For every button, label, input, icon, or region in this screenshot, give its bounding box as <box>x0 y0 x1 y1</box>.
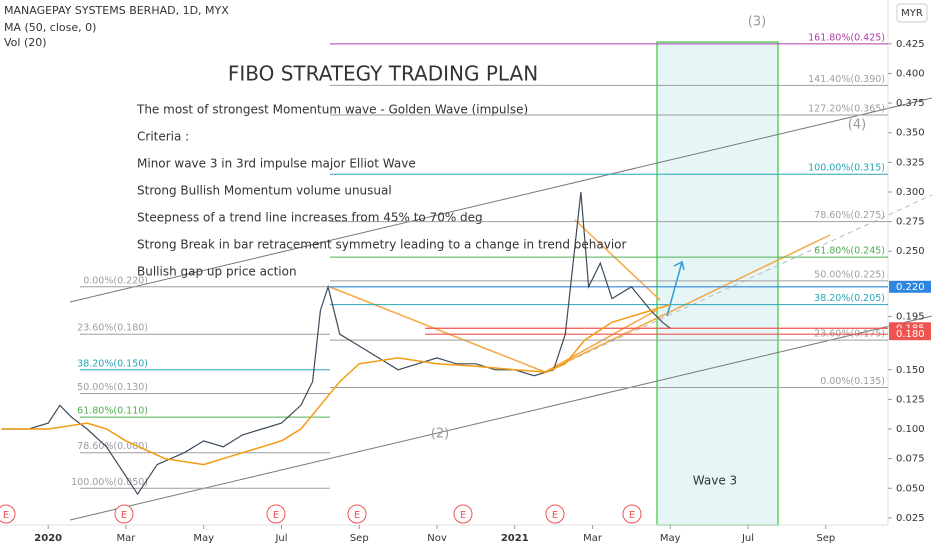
earnings-text: E <box>3 510 9 521</box>
vol-label: Vol (20) <box>4 36 47 49</box>
y-tick-label: 0.300 <box>896 187 925 198</box>
fib-label: 141.40%(0.390) <box>808 74 885 85</box>
wave-label: (4) <box>848 118 866 133</box>
y-tick-label: 0.075 <box>896 454 925 465</box>
note: Strong Bullish Momentum volume unusual <box>137 184 392 198</box>
earnings-text: E <box>354 510 360 521</box>
earnings-icon <box>114 504 134 524</box>
symbol-title: MANAGEPAY SYSTEMS BERHAD, 1D, MYX <box>4 4 229 17</box>
note: Bullish gap up price action <box>137 265 297 279</box>
earnings-icon <box>266 504 286 524</box>
arrow-head <box>673 260 685 271</box>
y-tick-label: 0.100 <box>896 424 925 435</box>
wave-label: (2) <box>431 427 449 442</box>
x-tick-label: 2021 <box>501 533 529 544</box>
note: The most of strongest Momentum wave - Go… <box>136 103 528 117</box>
fib-label: 38.20%(0.205) <box>814 293 885 304</box>
fib-label: 50.00%(0.225) <box>814 269 885 280</box>
orange-trend <box>329 286 658 373</box>
x-tick-label: May <box>660 533 681 544</box>
y-tick-label: 0.150 <box>896 365 925 376</box>
price-tag-label: 0.180 <box>896 329 925 340</box>
y-tick-label: 0.375 <box>896 98 925 109</box>
wave-label: (3) <box>748 15 766 30</box>
fib-label: 0.00%(0.220) <box>83 275 148 286</box>
fib-label: 78.60%(0.080) <box>77 441 148 452</box>
fib-label: 50.00%(0.130) <box>77 382 148 393</box>
upper-channel <box>69 97 932 303</box>
fib-label: 127.20%(0.365) <box>808 103 885 114</box>
orange-trend <box>544 234 831 373</box>
earnings-text: E <box>121 510 127 521</box>
currency-box[interactable] <box>896 3 928 23</box>
x-tick-label: Nov <box>427 533 447 544</box>
fib-label: 61.80%(0.245) <box>814 246 885 257</box>
x-tick-label: Sep <box>350 533 369 544</box>
price-tag-label: 0.220 <box>896 282 925 293</box>
y-tick-label: 0.025 <box>896 513 925 524</box>
dashed-trend <box>544 194 932 373</box>
ma-label: MA (50, close, 0) <box>4 21 96 34</box>
note: Minor wave 3 in 3rd impulse major Elliot… <box>137 157 416 171</box>
y-tick-label: 0.350 <box>896 128 925 139</box>
earnings-icon <box>0 504 16 524</box>
x-tick-label: May <box>193 533 214 544</box>
note: Criteria : <box>137 130 189 144</box>
fib-label: 23.60%(0.180) <box>77 323 148 334</box>
y-tick-label: 0.400 <box>896 68 925 79</box>
earnings-icon <box>453 504 473 524</box>
wave-zone <box>657 42 778 525</box>
x-tick-label: Mar <box>583 533 603 544</box>
y-tick-label: 0.325 <box>896 157 925 168</box>
price-line <box>1 191 671 496</box>
fib-label: 100.00%(0.315) <box>808 163 885 174</box>
notes: The most of strongest Momentum wave - Go… <box>136 103 626 279</box>
x-tick-label: 2020 <box>34 533 62 544</box>
x-tick-label: Jul <box>741 533 754 544</box>
currency[interactable]: MYR <box>901 8 923 19</box>
note: Strong Break in bar retracement symmetry… <box>137 238 626 252</box>
axes: 0.025 0.050 0.075 0.100 0.125 0.150 0.195 0.250… <box>34 39 931 544</box>
annotation-title: FIBO STRATEGY TRADING PLAN <box>228 62 538 86</box>
y-tick-label: 0.125 <box>896 394 925 405</box>
orange-trend <box>574 219 661 301</box>
fib-label: 100.00%(0.050) <box>71 477 148 488</box>
earnings-text: E <box>273 510 279 521</box>
note: Steepness of a trend line increases from… <box>137 211 483 225</box>
y-tick-label: 0.275 <box>896 217 925 228</box>
y-tick-label: 0.250 <box>896 246 925 257</box>
fib-label: 61.80%(0.110) <box>77 406 148 417</box>
x-tick-label: Sep <box>816 533 835 544</box>
y-tick-label: 0.425 <box>896 39 925 50</box>
moving-average <box>1 303 671 466</box>
earnings-icon <box>545 504 565 524</box>
x-tick-label: Mar <box>117 533 137 544</box>
earnings-text: E <box>629 510 635 521</box>
lower-channel <box>69 315 932 521</box>
fib-label: 0.00%(0.135) <box>820 376 885 387</box>
earnings-text: E <box>460 510 466 521</box>
price-tag <box>889 280 931 293</box>
y-tick-label: 0.050 <box>896 483 925 494</box>
wave-label: Wave 3 <box>693 474 737 488</box>
y-tick-label: 0.195 <box>896 311 925 322</box>
fib-label: 78.60%(0.275) <box>814 210 885 221</box>
earnings-icon <box>347 504 367 524</box>
x-tick-label: Jul <box>274 533 287 544</box>
fib-label: 161.80%(0.425) <box>808 32 885 43</box>
fib-label: 38.20%(0.150) <box>77 358 148 369</box>
earnings-text: E <box>552 510 558 521</box>
arrow <box>666 261 683 317</box>
earnings-icon <box>622 504 642 524</box>
price-tag <box>889 328 931 341</box>
